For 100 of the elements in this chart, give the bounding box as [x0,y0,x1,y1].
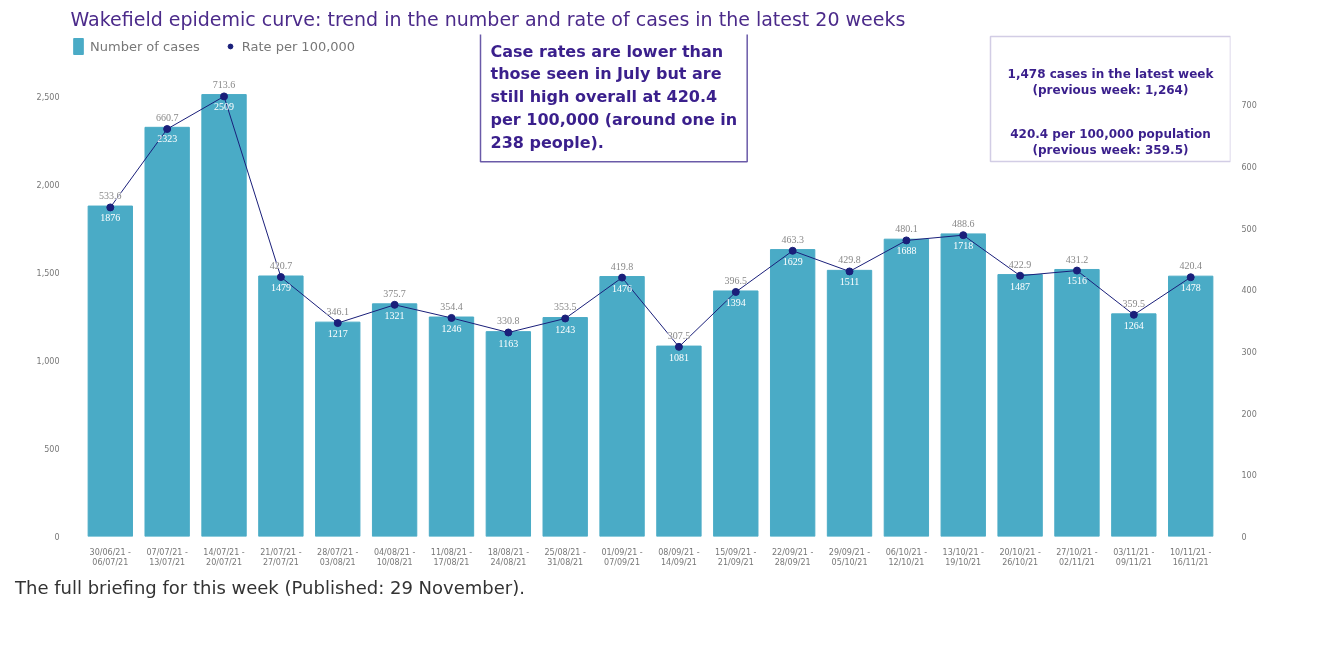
y-tick-label: 2,000 [36,180,60,190]
point [902,236,911,245]
point [561,314,570,323]
bar [144,126,190,537]
y-tick-label: 500 [44,444,60,454]
bar [599,276,645,537]
data-label: 1629 [782,255,803,267]
x-tick-label: 03/11/21 - 09/11/21 [1113,547,1155,568]
y2-tick-label: 500 [1241,224,1257,234]
data-label: 1246 [441,323,462,335]
point [1186,273,1195,282]
bar [258,275,304,537]
data-label: 420.7 [269,260,293,272]
x-tick-label: 28/07/21 - 03/08/21 [317,547,359,568]
annotation: 1,478 cases in the latest week (previous week: 1,264) [1007,66,1215,98]
data-label: 419.8 [610,260,634,272]
x-tick-label: 27/10/21 - 02/11/21 [1056,547,1098,568]
x-tick-label: 21/07/21 - 27/07/21 [260,547,302,568]
text: The full briefing for this week (Published: 29 November). [15,576,525,600]
data-label: 420.4 [1179,260,1202,272]
bar [428,316,475,537]
data-label: 1321 [384,309,405,321]
data-label: 1718 [953,239,974,251]
data-label: 1876 [100,212,121,224]
point [220,92,229,101]
data-label: 488.6 [952,218,975,230]
x-tick-label: 08/09/21 - 14/09/21 [658,547,700,568]
x-tick-label: 06/10/21 - 12/10/21 [885,547,928,568]
point [1129,310,1138,319]
x-tick-label: 25/08/21 - 31/08/21 [544,547,586,568]
data-label: 346.1 [326,306,349,318]
y2-tick-label: 100 [1241,471,1257,481]
annotation: Case rates are lower than those seen in July but are still high overall at 420.4 per 100,000 (around one in 238 people). [490,41,738,152]
y-tick-label: 1,500 [36,268,60,278]
data-label: 1217 [327,328,348,340]
data-label: 431.2 [1065,253,1089,265]
annotation: 420.4 per 100,000 population (previous week: 359.5) [1010,126,1211,158]
point [674,342,683,351]
data-label: 375.7 [383,287,406,299]
point [333,319,342,328]
bar [485,331,532,537]
data-label: 1163 [498,337,519,349]
data-label: 660.7 [155,112,179,124]
bar [940,233,986,537]
point [106,203,115,212]
bar [883,238,930,537]
x-tick-label: 11/08/21 - 17/08/21 [430,547,473,568]
bar [1111,313,1157,537]
y2-tick-label: 300 [1241,347,1257,357]
bar [87,205,133,537]
y2-tick-label: 0 [1241,533,1247,542]
x-tick-label: 22/09/21 - 28/09/21 [771,547,814,568]
y2-tick-label: 400 [1241,286,1257,296]
point [390,300,399,309]
legend-label: Rate per 100,000 [241,38,356,54]
data-label: 307.5 [667,329,691,341]
data-label: 422.9 [1008,258,1032,270]
y-tick-label: 1,000 [36,356,60,366]
y-tick-label: 2,500 [36,92,60,102]
x-tick-label: 18/08/21 - 24/08/21 [487,547,530,568]
bar [656,345,702,537]
data-label: 354.4 [440,300,463,312]
data-label: 1394 [725,296,746,308]
x-tick-label: 13/10/21 - 19/10/21 [942,547,985,568]
point [731,287,740,296]
data-label: 429.8 [838,254,861,266]
bar [1168,275,1214,537]
data-label: 1516 [1066,275,1087,287]
x-tick-label: 15/09/21 - 21/09/21 [715,547,757,568]
data-label: 2323 [157,133,178,145]
data-label: 353.5 [553,301,577,313]
data-label: 533.6 [99,190,122,202]
data-label: 330.8 [497,315,520,327]
chart-title: Wakefield epidemic curve: trend in the number and rate of cases in the latest 20 weeks [70,7,906,30]
point [1016,271,1025,280]
data-label: 463.3 [781,233,804,245]
data-label: 1264 [1123,319,1144,331]
data-label: 1478 [1180,282,1201,294]
bar [713,290,759,537]
x-tick-label: 04/08/21 - 10/08/21 [373,547,416,568]
point [959,231,968,240]
data-label: 1479 [270,281,291,293]
bar [315,321,361,537]
x-tick-label: 30/06/21 - 06/07/21 [89,547,132,568]
data-label: 1081 [668,352,689,364]
data-label: 480.1 [895,223,918,235]
bar [826,269,873,537]
x-tick-label: 29/09/21 - 05/10/21 [828,547,871,568]
data-label: 1688 [896,245,917,257]
data-label: 396.5 [724,274,748,286]
x-tick-label: 14/07/21 - 20/07/21 [203,547,245,568]
bar [201,94,247,537]
point [276,273,285,282]
data-label: 1511 [839,276,860,288]
y2-tick-label: 600 [1241,162,1257,172]
data-label: 713.6 [212,79,236,91]
point [618,273,627,282]
y2-tick-label: 200 [1241,409,1257,419]
data-label: 1487 [1010,280,1031,292]
data-label: 1476 [612,282,633,294]
